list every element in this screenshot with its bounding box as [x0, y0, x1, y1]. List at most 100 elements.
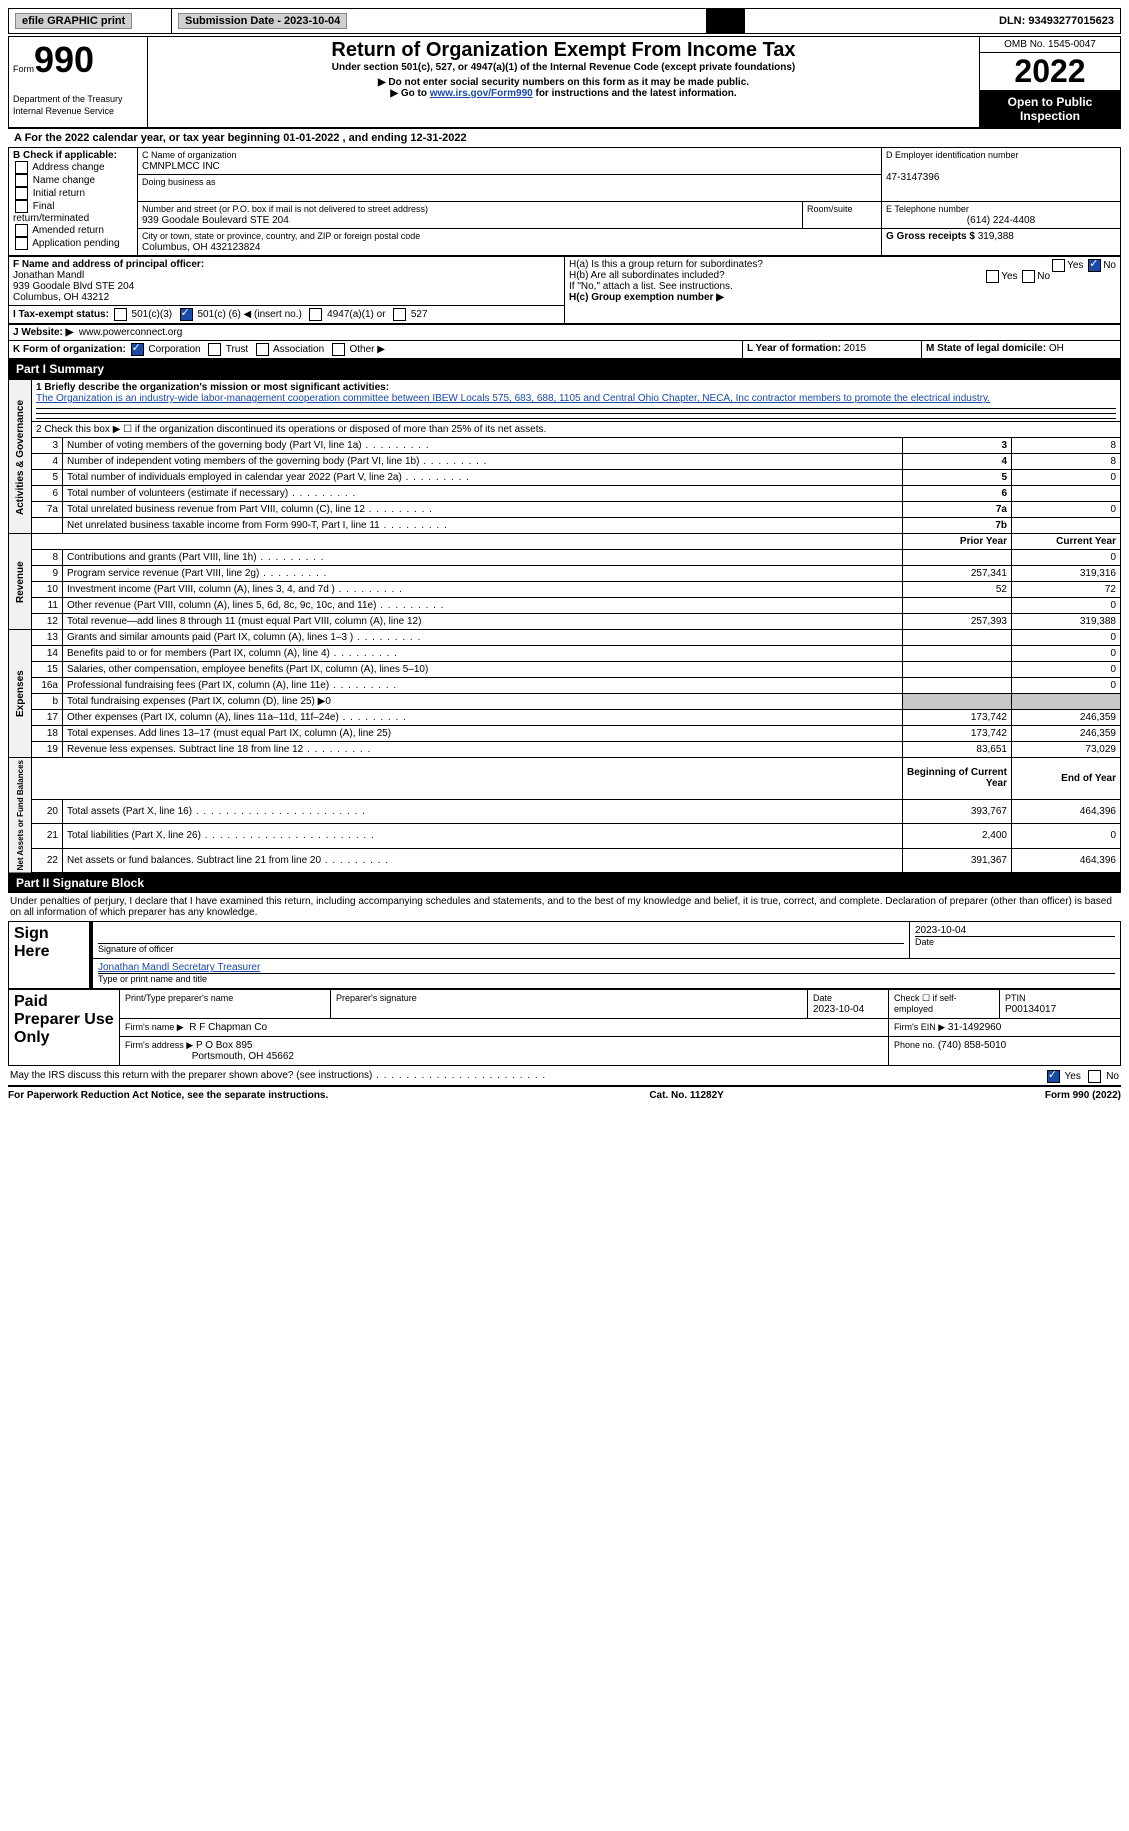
- city-label: City or town, state or province, country…: [142, 231, 420, 241]
- officer-addr2: Columbus, OH 43212: [13, 292, 109, 303]
- officer-group-grid: F Name and address of principal officer:…: [8, 256, 1121, 324]
- side-label-activities: Activities & Governance: [9, 380, 32, 534]
- footer-mid: Cat. No. 11282Y: [649, 1090, 723, 1101]
- discuss-yes-checkbox[interactable]: [1047, 1070, 1060, 1083]
- part1-header: Part I Summary: [8, 359, 1121, 379]
- firm-ein-label: Firm's EIN ▶: [894, 1022, 945, 1032]
- line2-text: 2 Check this box ▶ ☐ if the organization…: [32, 422, 1121, 438]
- street-value: 939 Goodale Boulevard STE 204: [142, 215, 289, 226]
- firm-addr-label: Firm's address ▶: [125, 1040, 193, 1050]
- top-bar: efile GRAPHIC print Submission Date - 20…: [8, 8, 1121, 34]
- side-label-revenue: Revenue: [9, 534, 32, 630]
- table-row: 15Salaries, other compensation, employee…: [9, 662, 1121, 678]
- table-row: bTotal fundraising expenses (Part IX, co…: [9, 694, 1121, 710]
- omb-number: OMB No. 1545-0047: [980, 37, 1120, 52]
- chk-amended-return[interactable]: Amended return: [13, 225, 104, 236]
- year-formation-label: L Year of formation:: [747, 343, 841, 354]
- h-c-row: H(c) Group exemption number ▶: [569, 292, 1116, 303]
- prior-year-header: Prior Year: [903, 534, 1012, 550]
- ha-no-checkbox[interactable]: [1088, 259, 1101, 272]
- paid-preparer-label: Paid Preparer Use Only: [14, 993, 114, 1046]
- form-word: Form: [13, 64, 34, 74]
- paid-preparer-block: Paid Preparer Use Only Print/Type prepar…: [8, 989, 1121, 1066]
- ein-label: D Employer identification number: [886, 150, 1019, 160]
- end-year-header: End of Year: [1012, 758, 1121, 800]
- tax-year: 2022: [980, 52, 1120, 91]
- side-label-netassets: Net Assets or Fund Balances: [9, 758, 32, 873]
- return-title: Return of Organization Exempt From Incom…: [152, 39, 975, 62]
- table-row: 21Total liabilities (Part X, line 26)2,4…: [9, 824, 1121, 849]
- irs-label: Internal Revenue Service: [13, 106, 114, 116]
- table-row: 19Revenue less expenses. Subtract line 1…: [9, 742, 1121, 758]
- table-row: 7aTotal unrelated business revenue from …: [9, 502, 1121, 518]
- chk-501c-other[interactable]: [180, 308, 193, 321]
- firm-addr1: P O Box 895: [196, 1040, 253, 1051]
- footer-right: Form 990 (2022): [1045, 1090, 1121, 1101]
- submission-date: Submission Date - 2023-10-04: [172, 9, 707, 34]
- org-name-label: C Name of organization: [142, 150, 237, 160]
- chk-address-change[interactable]: Address change: [13, 162, 105, 173]
- chk-name-change[interactable]: Name change: [13, 175, 95, 186]
- discuss-row: May the IRS discuss this return with the…: [8, 1066, 1121, 1086]
- sign-here-label: Sign Here: [14, 925, 50, 960]
- chk-4947[interactable]: [309, 308, 322, 321]
- table-row: 16aProfessional fundraising fees (Part I…: [9, 678, 1121, 694]
- prep-date-value: 2023-10-04: [813, 1004, 864, 1015]
- dln: DLN: 93493277015623: [745, 9, 1121, 34]
- chk-application-pending[interactable]: Application pending: [13, 238, 120, 249]
- part2-header: Part II Signature Block: [8, 873, 1121, 893]
- footer: For Paperwork Reduction Act Notice, see …: [8, 1086, 1121, 1101]
- box-b-label: B Check if applicable:: [13, 150, 117, 161]
- check-self-employed[interactable]: Check ☐ if self-employed: [889, 990, 1000, 1019]
- room-label: Room/suite: [807, 204, 853, 214]
- state-domicile-value: OH: [1049, 343, 1064, 354]
- tax-exempt-label: I Tax-exempt status:: [13, 309, 109, 320]
- chk-initial-return[interactable]: Initial return: [13, 188, 85, 199]
- city-value: Columbus, OH 432123824: [142, 242, 260, 253]
- table-row: 4Number of independent voting members of…: [9, 454, 1121, 470]
- hb-yes-checkbox[interactable]: [986, 270, 999, 283]
- form-header: Form990 Department of the Treasury Inter…: [8, 36, 1121, 128]
- org-name: CMNPLMCC INC: [142, 161, 220, 172]
- discuss-no-checkbox[interactable]: [1088, 1070, 1101, 1083]
- street-label: Number and street (or P.O. box if mail i…: [142, 204, 428, 214]
- h-a-row: H(a) Is this a group return for subordin…: [569, 259, 1116, 270]
- table-row: Net unrelated business taxable income fr…: [9, 518, 1121, 534]
- state-domicile-label: M State of legal domicile:: [926, 343, 1046, 354]
- ptin-label: PTIN: [1005, 993, 1026, 1003]
- form-number: 990: [34, 39, 94, 80]
- printed-name-value: Jonathan Mandl Secretary Treasurer: [98, 962, 260, 973]
- chk-association[interactable]: [256, 343, 269, 356]
- chk-other-org[interactable]: [332, 343, 345, 356]
- begin-year-header: Beginning of Current Year: [903, 758, 1012, 800]
- table-row: 20Total assets (Part X, line 16)393,7674…: [9, 799, 1121, 824]
- form-org-label: K Form of organization:: [13, 344, 126, 355]
- chk-501c3[interactable]: [114, 308, 127, 321]
- summary-table: Activities & Governance 1 Briefly descri…: [8, 379, 1121, 873]
- efile-button[interactable]: efile GRAPHIC print: [15, 13, 132, 29]
- dba-label: Doing business as: [142, 177, 216, 187]
- firm-ein-value: 31-1492960: [948, 1022, 1001, 1033]
- table-row: 5Total number of individuals employed in…: [9, 470, 1121, 486]
- irs-link[interactable]: www.irs.gov/Form990: [430, 88, 533, 99]
- gross-receipts-label: G Gross receipts $: [886, 231, 975, 242]
- sig-date-label: Date: [915, 937, 934, 947]
- firm-phone-label: Phone no.: [894, 1040, 935, 1050]
- h-b-row: H(b) Are all subordinates included? Yes …: [569, 270, 1116, 281]
- ha-yes-checkbox[interactable]: [1052, 259, 1065, 272]
- table-row: 22Net assets or fund balances. Subtract …: [9, 848, 1121, 873]
- chk-trust[interactable]: [208, 343, 221, 356]
- warning-goto: ▶ Go to www.irs.gov/Form990 for instruct…: [152, 88, 975, 99]
- chk-527[interactable]: [393, 308, 406, 321]
- ptin-value: P00134017: [1005, 1004, 1056, 1015]
- jklm-grid: J Website: ▶ www.powerconnect.org K Form…: [8, 324, 1121, 359]
- officer-name: Jonathan Mandl: [13, 270, 84, 281]
- table-row: 12Total revenue—add lines 8 through 11 (…: [9, 614, 1121, 630]
- hb-no-checkbox[interactable]: [1022, 270, 1035, 283]
- perjury-statement: Under penalties of perjury, I declare th…: [8, 893, 1121, 921]
- sig-date-value: 2023-10-04: [915, 925, 966, 936]
- table-row: 11Other revenue (Part VIII, column (A), …: [9, 598, 1121, 614]
- table-row: 9Program service revenue (Part VIII, lin…: [9, 566, 1121, 582]
- chk-final-return[interactable]: Final return/terminated: [13, 201, 89, 224]
- chk-corporation[interactable]: [131, 343, 144, 356]
